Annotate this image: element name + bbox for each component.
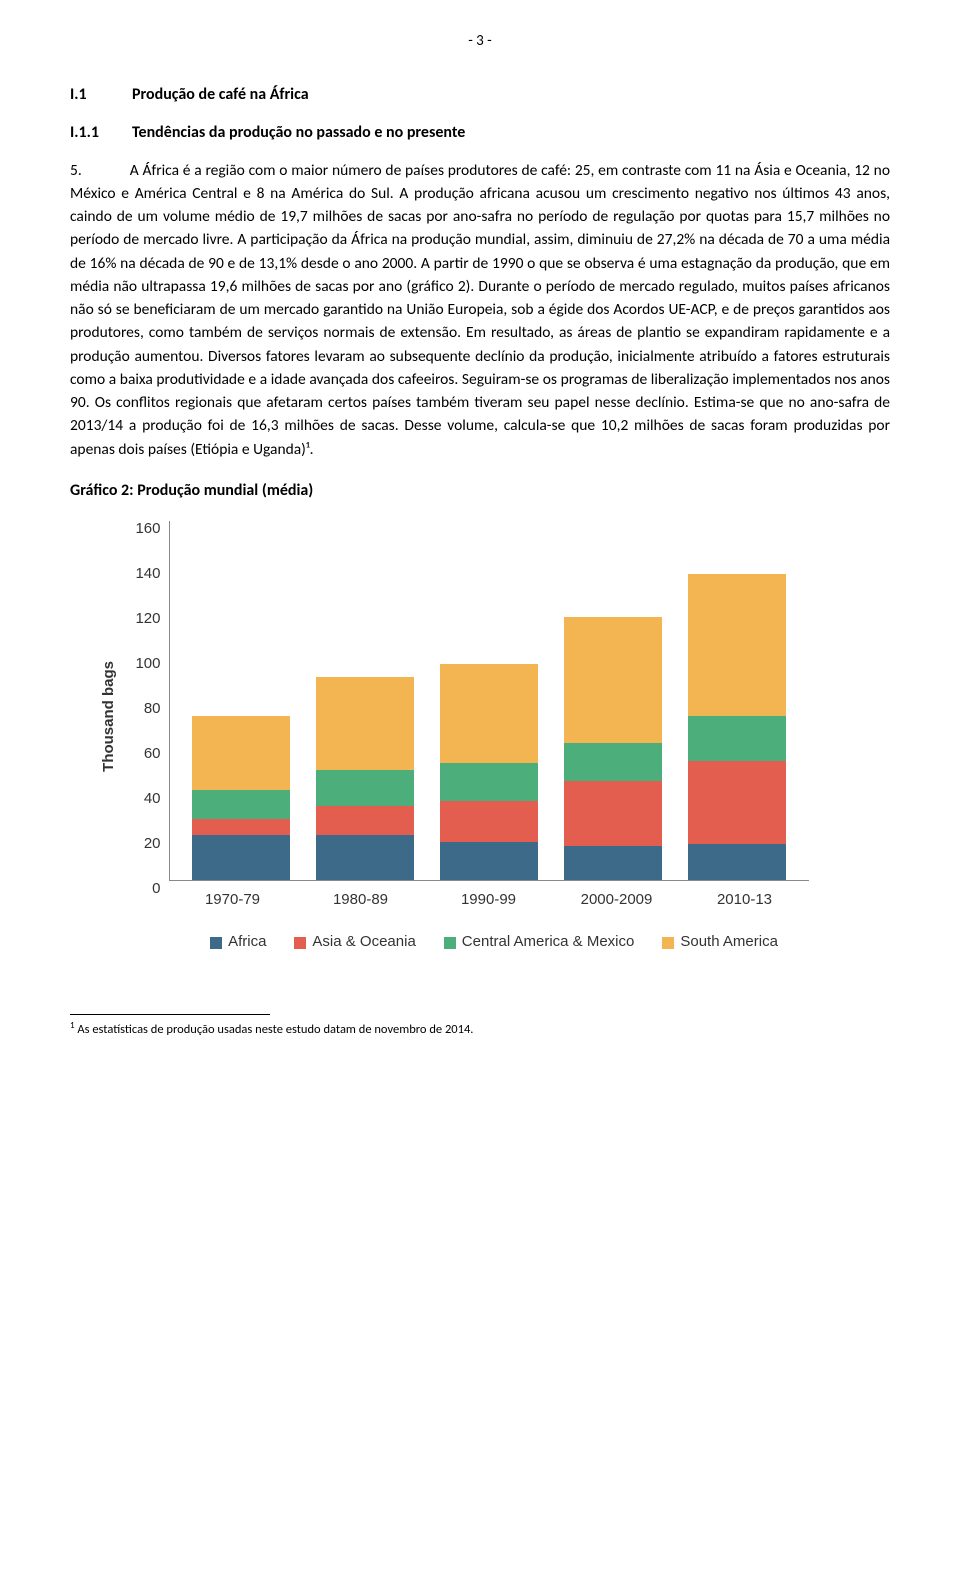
heading-section-2: I.1.1 Tendências da produção no passado … — [70, 121, 890, 145]
chart-bar-segment — [192, 835, 290, 880]
chart-bar-stack — [564, 617, 662, 880]
chart-bar-segment — [564, 617, 662, 743]
heading-section-1: I.1 Produção de café na África — [70, 83, 890, 107]
legend-label: Asia & Oceania — [312, 931, 415, 954]
legend-swatch — [294, 937, 306, 949]
chart-bar-segment — [688, 844, 786, 880]
chart-plot-area — [169, 521, 809, 881]
chart-xtick: 1990-99 — [440, 889, 538, 912]
legend-label: Central America & Mexico — [462, 931, 635, 954]
footnote-text: As estatísticas de produção usadas neste… — [75, 1022, 474, 1037]
heading-2-number: I.1.1 — [70, 121, 132, 145]
legend-label: Africa — [228, 931, 266, 954]
chart-bar-segment — [316, 770, 414, 806]
chart-container: Thousand bags 020406080100120140160 1970… — [70, 521, 890, 954]
chart-bar-segment — [564, 846, 662, 880]
chart-bars — [170, 521, 809, 880]
chart-bar-segment — [192, 819, 290, 835]
paragraph-text: A África é a região com o maior número d… — [70, 161, 890, 459]
chart-bar-segment — [440, 842, 538, 880]
page-number: - 3 - — [70, 30, 890, 53]
chart-legend-item: Asia & Oceania — [294, 931, 415, 954]
legend-label: South America — [680, 931, 778, 954]
chart-xtick: 2010-13 — [696, 889, 794, 912]
chart-bar-segment — [192, 790, 290, 819]
chart-bar-stack — [192, 716, 290, 880]
chart-bar-segment — [688, 574, 786, 716]
chart-bar-stack — [688, 574, 786, 880]
chart-xtick: 2000-2009 — [568, 889, 666, 912]
legend-swatch — [444, 937, 456, 949]
legend-swatch — [662, 937, 674, 949]
legend-swatch — [210, 937, 222, 949]
chart-ylabel: Thousand bags — [98, 661, 121, 772]
chart-legend-item: Africa — [210, 931, 266, 954]
heading-2-text: Tendências da produção no passado e no p… — [132, 121, 465, 145]
footnote-separator — [70, 1014, 270, 1015]
heading-1-text: Produção de café na África — [132, 83, 309, 107]
chart-bar-segment — [564, 781, 662, 846]
chart-bar-segment — [316, 835, 414, 880]
chart-bar-segment — [440, 801, 538, 842]
chart-xticks: 1970-79 1980-89 1990-99 2000-2009 2010-13 — [169, 889, 809, 912]
chart-bar-segment — [316, 677, 414, 769]
chart-bar-segment — [688, 761, 786, 844]
chart-legend-item: South America — [662, 931, 778, 954]
chart-legend: Africa Asia & Oceania Central America & Me… — [98, 931, 890, 954]
chart-xtick: 1970-79 — [184, 889, 282, 912]
chart-bar-segment — [316, 806, 414, 835]
chart-yticks: 020406080100120140160 — [129, 521, 169, 881]
paragraph-5: 5.A África é a região com o maior número… — [70, 159, 890, 461]
chart-bar-stack — [440, 664, 538, 880]
chart-bar-segment — [440, 664, 538, 763]
chart-title: Gráfico 2: Produção mundial (média) — [70, 479, 890, 503]
chart-bar-segment — [564, 743, 662, 781]
footnote: 1 As estatísticas de produção usadas nes… — [70, 1019, 890, 1040]
chart-bar-segment — [688, 716, 786, 761]
chart-bar-segment — [440, 763, 538, 801]
paragraph-number: 5. — [70, 161, 82, 180]
chart-xtick: 1980-89 — [312, 889, 410, 912]
heading-1-number: I.1 — [70, 83, 132, 107]
chart-bar-stack — [316, 677, 414, 880]
chart-bar-segment — [192, 716, 290, 790]
chart-legend-item: Central America & Mexico — [444, 931, 635, 954]
